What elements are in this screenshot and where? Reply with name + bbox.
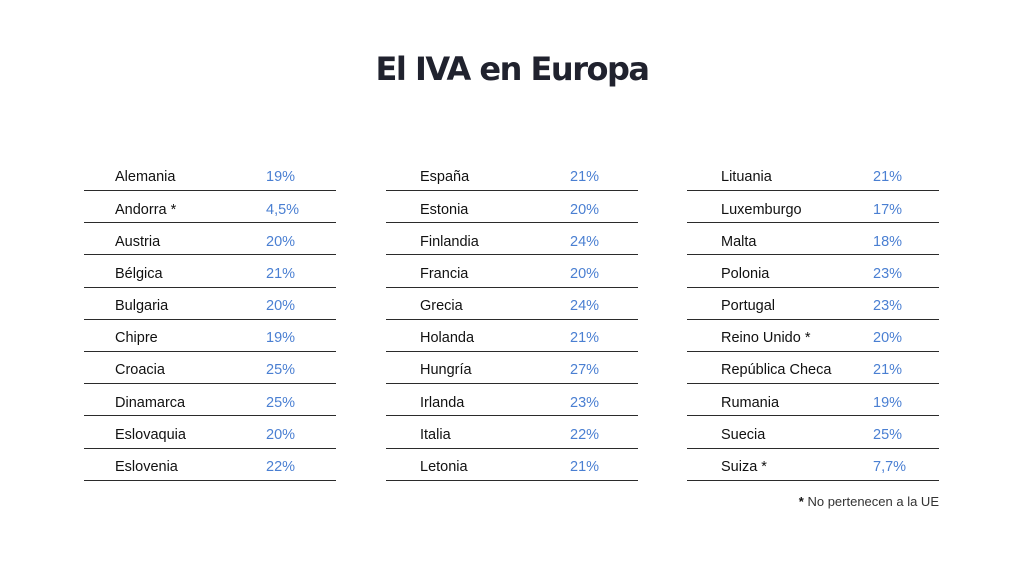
table-row: Lituania 21%: [687, 160, 939, 191]
vat-rate: 19%: [266, 169, 296, 185]
footnote-text: No pertenecen a la UE: [803, 494, 939, 509]
vat-rate: 25%: [873, 426, 903, 443]
table-row: Eslovenia 22%: [84, 449, 336, 481]
vat-rate: 20%: [570, 265, 600, 282]
table-row: Austria 20%: [84, 223, 336, 256]
table-row: Bulgaria 20%: [84, 288, 336, 320]
table-row: Alemania 19%: [84, 160, 336, 191]
vat-rate: 21%: [570, 459, 600, 475]
table-row: Portugal 23%: [687, 288, 939, 320]
table-row: Hungría 27%: [386, 352, 638, 385]
vat-rate: 21%: [266, 265, 296, 282]
table-row: Suiza * 7,7%: [687, 449, 939, 481]
vat-rate: 7,7%: [873, 459, 907, 475]
country-name: Croacia: [115, 362, 165, 379]
country-name: Bélgica: [115, 265, 163, 282]
vat-rate: 21%: [873, 169, 903, 185]
country-name: Chipre: [115, 330, 158, 347]
vat-table-column-1: Alemania 19% Andorra * 4,5% Austria 20% Bélgic…: [84, 160, 336, 481]
country-name: Letonia: [420, 459, 468, 475]
country-name: Polonia: [721, 265, 770, 282]
vat-rate: 25%: [266, 362, 296, 379]
vat-rate: 25%: [266, 394, 296, 411]
country-name: Malta: [721, 233, 757, 250]
country-name: Rumania: [721, 394, 780, 411]
vat-rate: 22%: [570, 426, 600, 443]
table-row: República Checa 21%: [687, 352, 939, 385]
vat-rate: 20%: [266, 426, 296, 443]
table-row: Irlanda 23%: [386, 384, 638, 417]
vat-rate: 20%: [570, 201, 600, 218]
vat-rate: 23%: [873, 265, 903, 282]
vat-rate: 23%: [873, 298, 903, 315]
country-name: España: [420, 169, 470, 185]
vat-rate: 17%: [873, 201, 903, 218]
vat-rate: 20%: [266, 233, 296, 250]
table-row: Chipre 19%: [84, 320, 336, 352]
vat-rate: 4,5%: [266, 201, 300, 218]
footnote-marker: *: [798, 494, 804, 509]
table-row: Eslovaquia 20%: [84, 416, 336, 449]
vat-rate: 27%: [570, 362, 600, 379]
table-row: Polonia 23%: [687, 255, 939, 288]
vat-rate: 20%: [873, 330, 903, 347]
vat-table-column-3: Lituania 21% Luxemburgo 17% Malta 18% Polonia 2…: [687, 160, 939, 481]
country-name: Irlanda: [420, 394, 465, 411]
country-name: Suecia: [721, 426, 766, 443]
country-name: Suiza *: [721, 459, 767, 475]
country-name: Eslovaquia: [115, 426, 186, 443]
table-row: Bélgica 21%: [84, 255, 336, 288]
country-name: Francia: [420, 265, 469, 282]
country-name: República Checa: [721, 362, 832, 379]
country-name: Alemania: [115, 169, 176, 185]
country-name: Hungría: [420, 362, 472, 379]
table-row: Grecia 24%: [386, 288, 638, 320]
country-name: Portugal: [721, 298, 776, 315]
vat-rate: 21%: [570, 169, 600, 185]
country-name: Eslovenia: [115, 459, 178, 475]
vat-rate: 21%: [873, 362, 903, 379]
country-name: Italia: [420, 426, 451, 443]
table-row: Croacia 25%: [84, 352, 336, 385]
vat-rate: 18%: [873, 233, 903, 250]
country-name: Dinamarca: [115, 394, 186, 411]
vat-rate: 23%: [570, 394, 600, 411]
table-row: Holanda 21%: [386, 320, 638, 352]
vat-rate: 19%: [873, 394, 903, 411]
table-row: Andorra * 4,5%: [84, 191, 336, 224]
country-name: Grecia: [420, 298, 463, 315]
country-name: Bulgaria: [115, 298, 169, 315]
table-row: Estonia 20%: [386, 191, 638, 224]
vat-rate: 22%: [266, 459, 296, 475]
country-name: Luxemburgo: [721, 201, 802, 218]
country-name: Austria: [115, 233, 161, 250]
vat-rate: 20%: [266, 298, 296, 315]
table-row: España 21%: [386, 160, 638, 191]
vat-table-column-2: España 21% Estonia 20% Finlandia 24% Francia 20…: [386, 160, 638, 481]
country-name: Finlandia: [420, 233, 479, 250]
table-row: Suecia 25%: [687, 416, 939, 449]
table-row: Francia 20%: [386, 255, 638, 288]
table-row: Dinamarca 25%: [84, 384, 336, 417]
table-row: Rumania 19%: [687, 384, 939, 417]
vat-rate: 21%: [570, 330, 600, 347]
table-row: Finlandia 24%: [386, 223, 638, 256]
table-row: Reino Unido * 20%: [687, 320, 939, 352]
country-name: Estonia: [420, 201, 469, 218]
table-row: Luxemburgo 17%: [687, 191, 939, 224]
vat-rate: 24%: [570, 233, 600, 250]
country-name: Andorra *: [115, 201, 177, 218]
country-name: Lituania: [721, 169, 772, 185]
table-row: Italia 22%: [386, 416, 638, 449]
table-row: Letonia 21%: [386, 449, 638, 481]
country-name: Reino Unido *: [721, 330, 811, 347]
vat-rate: 19%: [266, 330, 296, 347]
table-row: Malta 18%: [687, 223, 939, 256]
page-title: El IVA en Europa: [375, 50, 650, 88]
footnote: * No pertenecen a la UE: [799, 494, 939, 509]
country-name: Holanda: [420, 330, 475, 347]
vat-rate: 24%: [570, 298, 600, 315]
